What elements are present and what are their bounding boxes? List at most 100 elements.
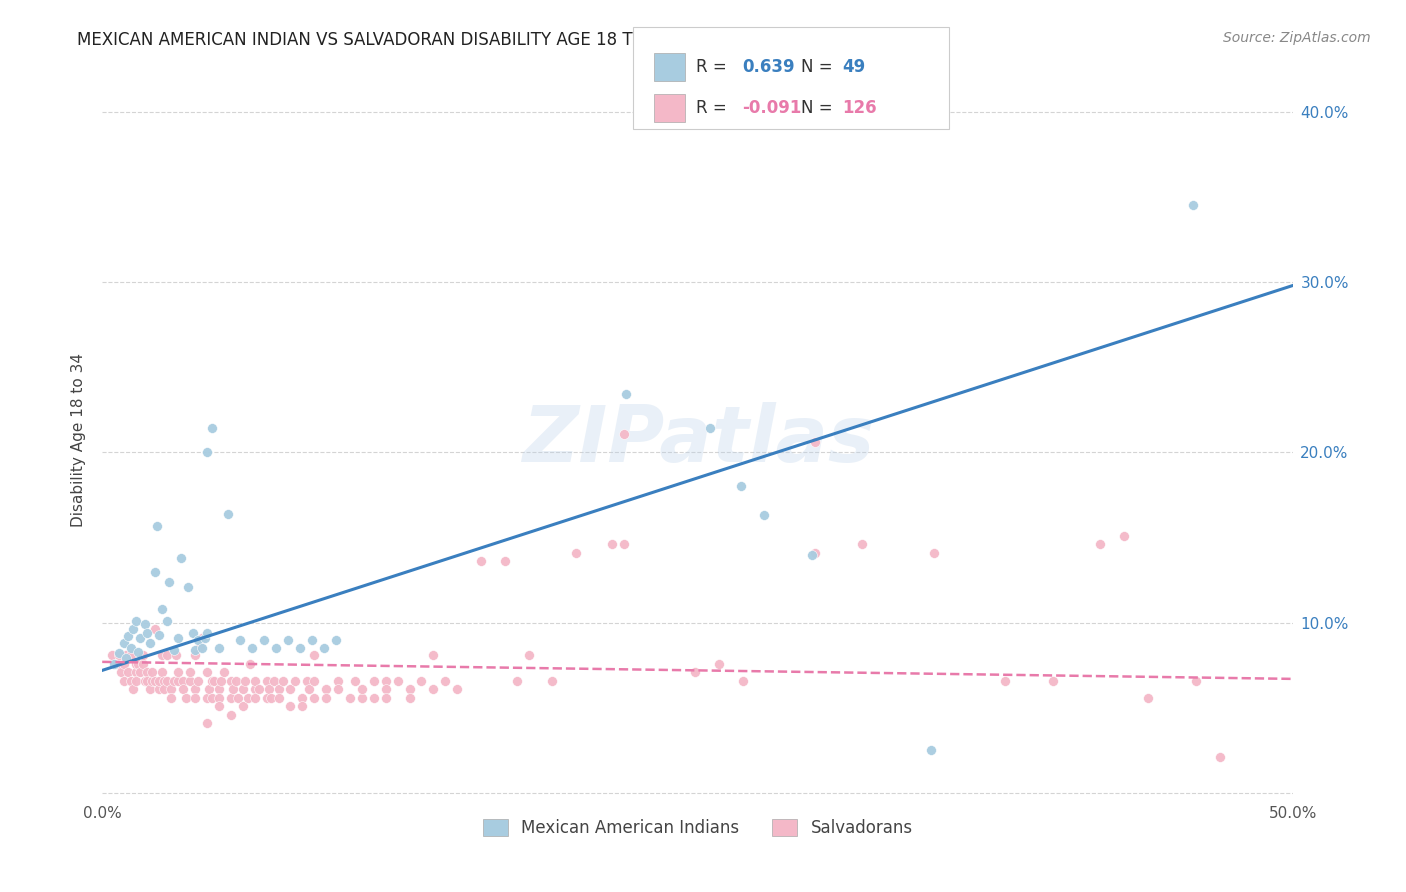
Point: [326, 682, 349, 697]
Point: [141, 665, 163, 679]
Point: [186, 673, 208, 688]
Point: [613, 537, 636, 551]
Point: [249, 682, 271, 697]
Point: [239, 657, 262, 671]
Point: [212, 665, 235, 679]
Point: [398, 682, 420, 697]
Point: [291, 699, 314, 714]
Point: [225, 673, 247, 688]
Point: [108, 648, 131, 662]
Point: [1184, 673, 1206, 688]
Point: [263, 673, 285, 688]
Point: [163, 643, 186, 657]
Point: [198, 682, 221, 697]
Point: [387, 673, 409, 688]
Point: [112, 657, 135, 671]
Point: [302, 648, 325, 662]
Point: [143, 673, 166, 688]
Point: [374, 690, 396, 705]
Point: [136, 673, 159, 688]
Point: [112, 636, 135, 650]
Point: [100, 648, 122, 662]
Point: [179, 665, 201, 679]
Text: MEXICAN AMERICAN INDIAN VS SALVADORAN DISABILITY AGE 18 TO 34 CORRELATION CHART: MEXICAN AMERICAN INDIAN VS SALVADORAN DI…: [77, 31, 858, 49]
Point: [271, 673, 294, 688]
Point: [398, 690, 420, 705]
Point: [195, 445, 218, 459]
Point: [236, 690, 259, 705]
Point: [127, 645, 149, 659]
Point: [219, 707, 242, 722]
Text: ZIPatlas: ZIPatlas: [522, 401, 875, 477]
Point: [257, 682, 280, 697]
Point: [226, 690, 249, 705]
Point: [208, 690, 231, 705]
Point: [167, 631, 190, 645]
Text: R =: R =: [696, 99, 733, 117]
Point: [122, 623, 145, 637]
Point: [730, 479, 752, 493]
Point: [115, 648, 138, 662]
Point: [143, 623, 166, 637]
Point: [115, 651, 138, 665]
Point: [163, 673, 186, 688]
Point: [232, 682, 254, 697]
Point: [374, 673, 396, 688]
Point: [302, 690, 325, 705]
Point: [363, 673, 385, 688]
Point: [291, 690, 314, 705]
Point: [181, 626, 204, 640]
Point: [312, 641, 335, 656]
Point: [301, 632, 323, 647]
Point: [191, 641, 214, 656]
Point: [165, 648, 187, 662]
Point: [172, 682, 194, 697]
Point: [170, 550, 193, 565]
Point: [922, 546, 945, 560]
Point: [243, 682, 266, 697]
Point: [494, 554, 516, 568]
Point: [243, 690, 266, 705]
Point: [253, 632, 276, 647]
Point: [184, 643, 207, 657]
Point: [434, 673, 457, 688]
Point: [208, 682, 231, 697]
Point: [229, 632, 252, 647]
Point: [803, 435, 825, 450]
Point: [1182, 198, 1205, 212]
Point: [132, 648, 155, 662]
Point: [325, 632, 347, 647]
Point: [295, 673, 318, 688]
Point: [129, 631, 152, 645]
Text: Source: ZipAtlas.com: Source: ZipAtlas.com: [1223, 31, 1371, 45]
Point: [150, 665, 173, 679]
Point: [685, 665, 707, 679]
Point: [208, 641, 231, 656]
Point: [195, 626, 218, 640]
Point: [218, 507, 240, 521]
Point: [120, 648, 142, 662]
Point: [167, 665, 190, 679]
Point: [411, 673, 433, 688]
Point: [172, 673, 194, 688]
Point: [177, 580, 200, 594]
Point: [1042, 673, 1064, 688]
Point: [139, 682, 162, 697]
Text: 126: 126: [842, 99, 877, 117]
Point: [194, 631, 217, 645]
Point: [222, 682, 245, 697]
Point: [422, 648, 444, 662]
Point: [363, 690, 385, 705]
Point: [146, 518, 169, 533]
Point: [124, 665, 146, 679]
Point: [136, 626, 159, 640]
Point: [260, 690, 283, 705]
Point: [264, 641, 287, 656]
Point: [614, 387, 637, 401]
Point: [731, 673, 754, 688]
Point: [195, 716, 218, 731]
Point: [103, 657, 125, 671]
Point: [517, 648, 540, 662]
Point: [155, 673, 177, 688]
Point: [153, 673, 176, 688]
